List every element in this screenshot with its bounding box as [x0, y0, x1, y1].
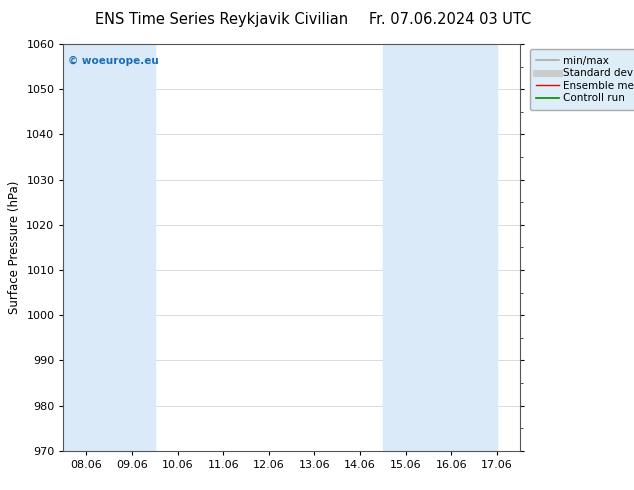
Text: © woeurope.eu: © woeurope.eu — [68, 56, 158, 66]
Bar — [474, 44, 497, 451]
Bar — [63, 44, 109, 451]
Legend: min/max, Standard deviation, Ensemble mean run, Controll run: min/max, Standard deviation, Ensemble me… — [529, 49, 634, 110]
Bar — [109, 44, 155, 451]
Y-axis label: Surface Pressure (hPa): Surface Pressure (hPa) — [8, 181, 21, 314]
Text: ENS Time Series Reykjavik Civilian: ENS Time Series Reykjavik Civilian — [95, 12, 349, 27]
Bar — [383, 44, 429, 451]
Text: Fr. 07.06.2024 03 UTC: Fr. 07.06.2024 03 UTC — [369, 12, 531, 27]
Bar — [429, 44, 474, 451]
